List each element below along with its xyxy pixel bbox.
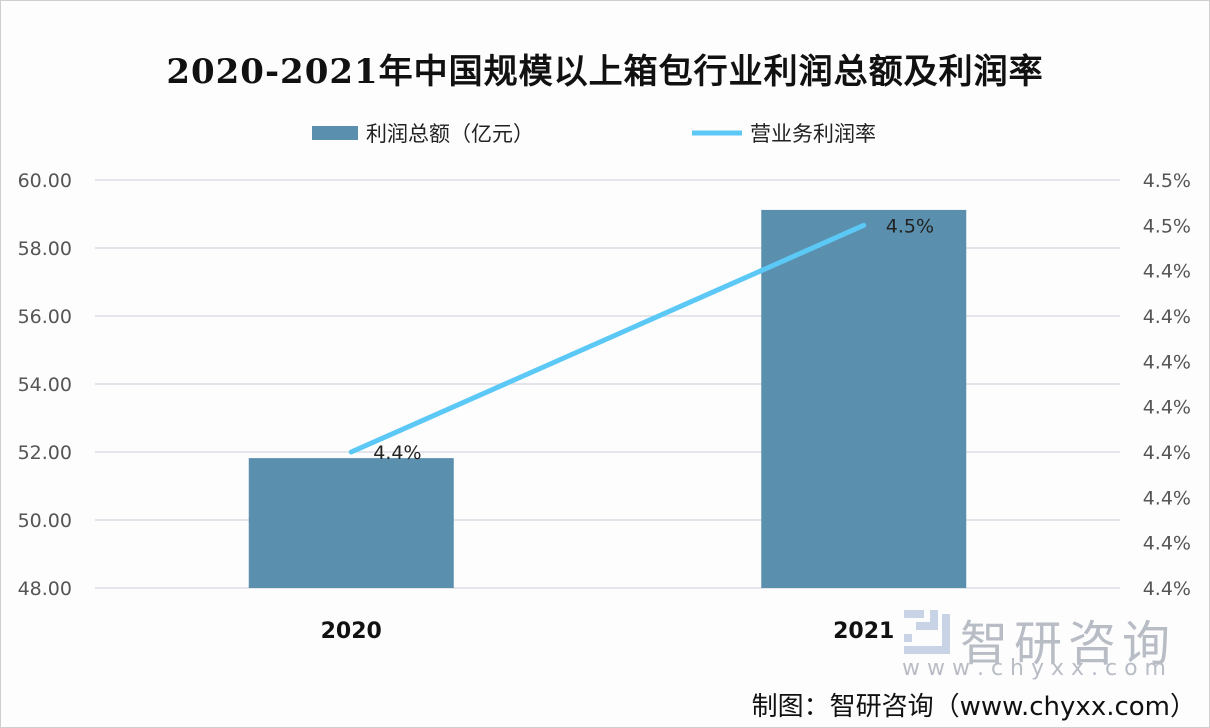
right-axis-tick-label: 4.4% xyxy=(1143,487,1191,509)
right-axis-tick-label: 4.5% xyxy=(1143,170,1191,192)
watermark: 智研咨询 w w w . c h y x x . c o m xyxy=(902,604,1192,682)
right-axis-tick-label: 4.4% xyxy=(1143,533,1191,555)
legend-bar-swatch xyxy=(312,126,358,140)
left-axis-tick-label: 50.00 xyxy=(18,510,72,532)
rate-line xyxy=(348,222,867,455)
legend-line-label: 营业务利润率 xyxy=(750,122,876,146)
chart-title: 2020-2021年中国规模以上箱包行业利润总额及利润率 xyxy=(166,52,1044,92)
left-axis-tick-label: 58.00 xyxy=(18,238,72,260)
left-axis-tick-label: 60.00 xyxy=(18,170,72,192)
source-credit: 制图：智研咨询（www.chyxx.com） xyxy=(751,692,1196,722)
left-axis-tick-label: 48.00 xyxy=(18,578,72,600)
rate-data-label: 4.4% xyxy=(373,442,421,464)
left-axis-tick-label: 52.00 xyxy=(18,442,72,464)
legend-bar-label: 利润总额（亿元） xyxy=(366,122,534,146)
right-axis-tick-label: 4.5% xyxy=(1143,215,1191,237)
right-axis-tick-label: 4.4% xyxy=(1143,442,1191,464)
right-axis-tick-label: 4.4% xyxy=(1143,351,1191,373)
bar-2021 xyxy=(761,209,967,589)
watermark-name: 智研咨询 xyxy=(960,616,1177,672)
right-axis-tick-label: 4.4% xyxy=(1143,261,1191,283)
bar-2020 xyxy=(248,458,454,588)
watermark-url: w w w . c h y x x . c o m xyxy=(902,656,1166,681)
right-axis-tick-label: 4.4% xyxy=(1143,578,1191,600)
right-axis-tick-label: 4.4% xyxy=(1143,306,1191,328)
x-axis-tick-label: 2020 xyxy=(321,619,382,644)
rate-data-label: 4.5% xyxy=(886,215,934,237)
watermark-logo-icon xyxy=(904,610,950,654)
left-axis-tick-label: 56.00 xyxy=(18,306,72,328)
left-axis-tick-label: 54.00 xyxy=(18,374,72,396)
right-axis-tick-label: 4.4% xyxy=(1143,397,1191,419)
x-axis-tick-label: 2021 xyxy=(833,619,894,644)
